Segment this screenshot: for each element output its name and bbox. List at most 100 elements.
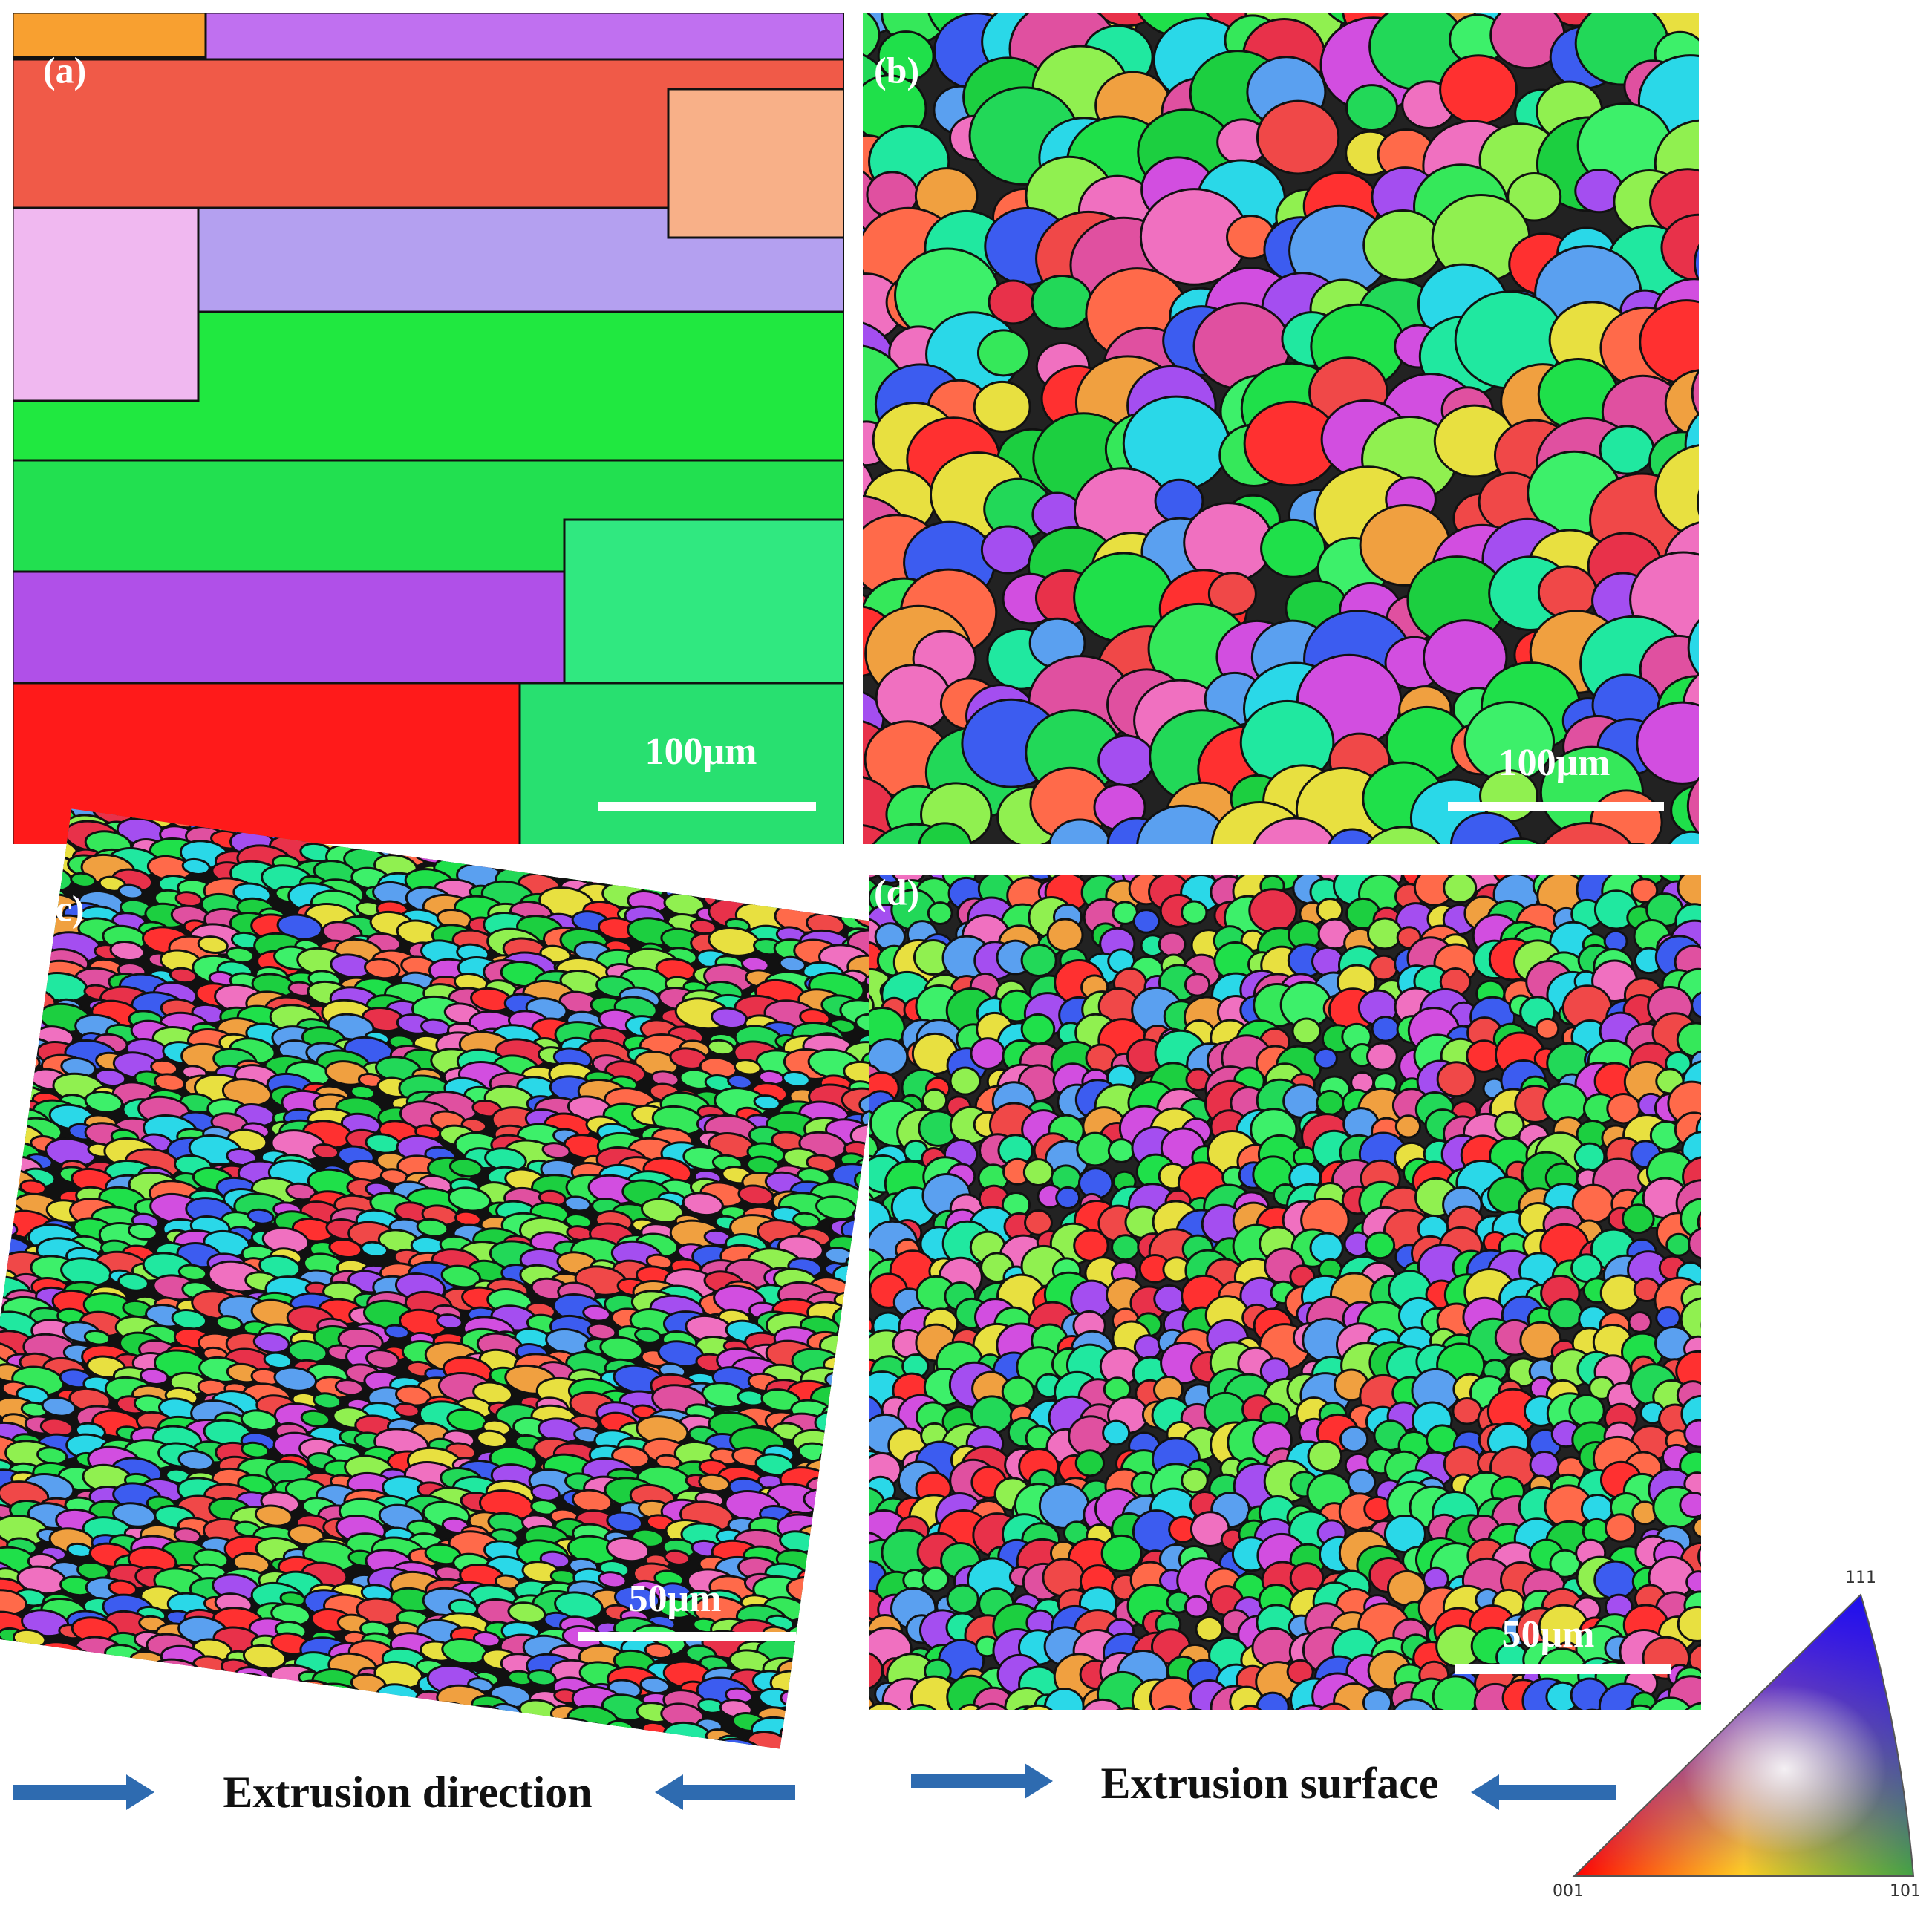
grain xyxy=(1362,1689,1393,1710)
grain xyxy=(579,1722,611,1741)
grain xyxy=(472,1630,501,1648)
micrographs xyxy=(0,13,1781,1774)
grain xyxy=(1051,1712,1085,1742)
grain xyxy=(1703,1136,1738,1168)
arrow-right xyxy=(13,1774,154,1810)
micrograph xyxy=(0,808,896,1774)
grain xyxy=(1452,1396,1483,1425)
grain xyxy=(921,1566,950,1592)
grain xyxy=(0,1081,25,1108)
grain xyxy=(416,1218,449,1238)
grain xyxy=(1481,1716,1513,1746)
grain xyxy=(6,1051,41,1072)
grain xyxy=(360,1241,388,1258)
grain xyxy=(1683,1419,1701,1448)
grain xyxy=(815,1696,862,1739)
grain xyxy=(610,1733,651,1749)
grain xyxy=(606,1511,644,1533)
grain xyxy=(522,1715,552,1733)
grain xyxy=(812,1532,854,1570)
grain xyxy=(656,1735,690,1749)
grain xyxy=(1668,830,1699,844)
micrograph xyxy=(863,13,1781,844)
grain xyxy=(226,1148,258,1167)
grain xyxy=(564,1195,592,1212)
grain xyxy=(1055,1186,1081,1209)
grain xyxy=(819,1448,863,1474)
grain xyxy=(809,1558,851,1584)
grain xyxy=(1693,244,1699,283)
grain xyxy=(1590,789,1663,844)
grain xyxy=(1309,1232,1344,1264)
grain xyxy=(667,88,844,239)
grain xyxy=(1697,1211,1701,1233)
grain xyxy=(1587,875,1608,879)
grain xyxy=(1024,1209,1053,1236)
grain xyxy=(117,1272,149,1292)
grain xyxy=(869,1316,874,1336)
panel-label: (a) xyxy=(43,49,86,91)
grain xyxy=(634,1327,662,1344)
grain xyxy=(1697,489,1699,516)
grain xyxy=(83,1329,111,1346)
grain xyxy=(1706,1324,1734,1350)
grain xyxy=(630,1733,662,1749)
grain xyxy=(1680,1297,1701,1342)
grain xyxy=(1392,1698,1435,1710)
grain xyxy=(1014,1705,1040,1710)
grain xyxy=(384,1324,410,1340)
grain xyxy=(169,967,198,984)
grain xyxy=(1394,1114,1422,1139)
grain xyxy=(1695,1116,1701,1143)
grain xyxy=(1568,1394,1605,1428)
grain xyxy=(273,1682,302,1700)
grain xyxy=(1542,821,1633,844)
grain xyxy=(695,870,747,901)
grain xyxy=(1685,1702,1701,1710)
grain xyxy=(1181,900,1208,925)
grain xyxy=(207,1672,255,1700)
grain xyxy=(1181,1467,1209,1494)
grain xyxy=(334,1379,365,1396)
grain xyxy=(1153,1284,1186,1314)
grain xyxy=(1703,106,1781,177)
grain xyxy=(773,1749,812,1774)
grain xyxy=(1703,1462,1747,1502)
arrows xyxy=(13,1763,1616,1810)
grain xyxy=(662,862,719,895)
grain xyxy=(846,1715,870,1737)
grain xyxy=(644,1642,673,1659)
grain xyxy=(0,919,37,947)
grain xyxy=(1686,777,1699,835)
grain xyxy=(1210,801,1309,844)
triangle-shade xyxy=(1574,1595,1913,1876)
grain xyxy=(0,860,51,890)
grain xyxy=(1184,1595,1210,1618)
grain xyxy=(728,867,771,893)
grain xyxy=(823,856,857,886)
grain xyxy=(1440,1712,1471,1740)
grain xyxy=(1665,1232,1692,1257)
grain xyxy=(1294,1704,1328,1710)
grain xyxy=(1709,1638,1740,1665)
grain xyxy=(1585,1708,1599,1710)
grain xyxy=(0,1068,19,1088)
grain xyxy=(615,851,665,881)
grain xyxy=(1143,1717,1166,1738)
grain xyxy=(94,1068,127,1088)
grain xyxy=(1347,1468,1377,1496)
grain xyxy=(1549,1549,1582,1578)
grain xyxy=(242,1644,287,1670)
grain xyxy=(263,1351,293,1370)
grain xyxy=(1677,1605,1701,1642)
grain xyxy=(7,848,45,870)
grain xyxy=(1073,1229,1109,1262)
grain xyxy=(1493,1713,1523,1740)
grain xyxy=(1038,1483,1090,1529)
grain xyxy=(518,682,844,844)
grain xyxy=(812,1581,858,1622)
grain xyxy=(790,1713,817,1729)
grain xyxy=(980,525,1036,575)
grain xyxy=(753,1094,781,1111)
grain xyxy=(1714,87,1775,142)
